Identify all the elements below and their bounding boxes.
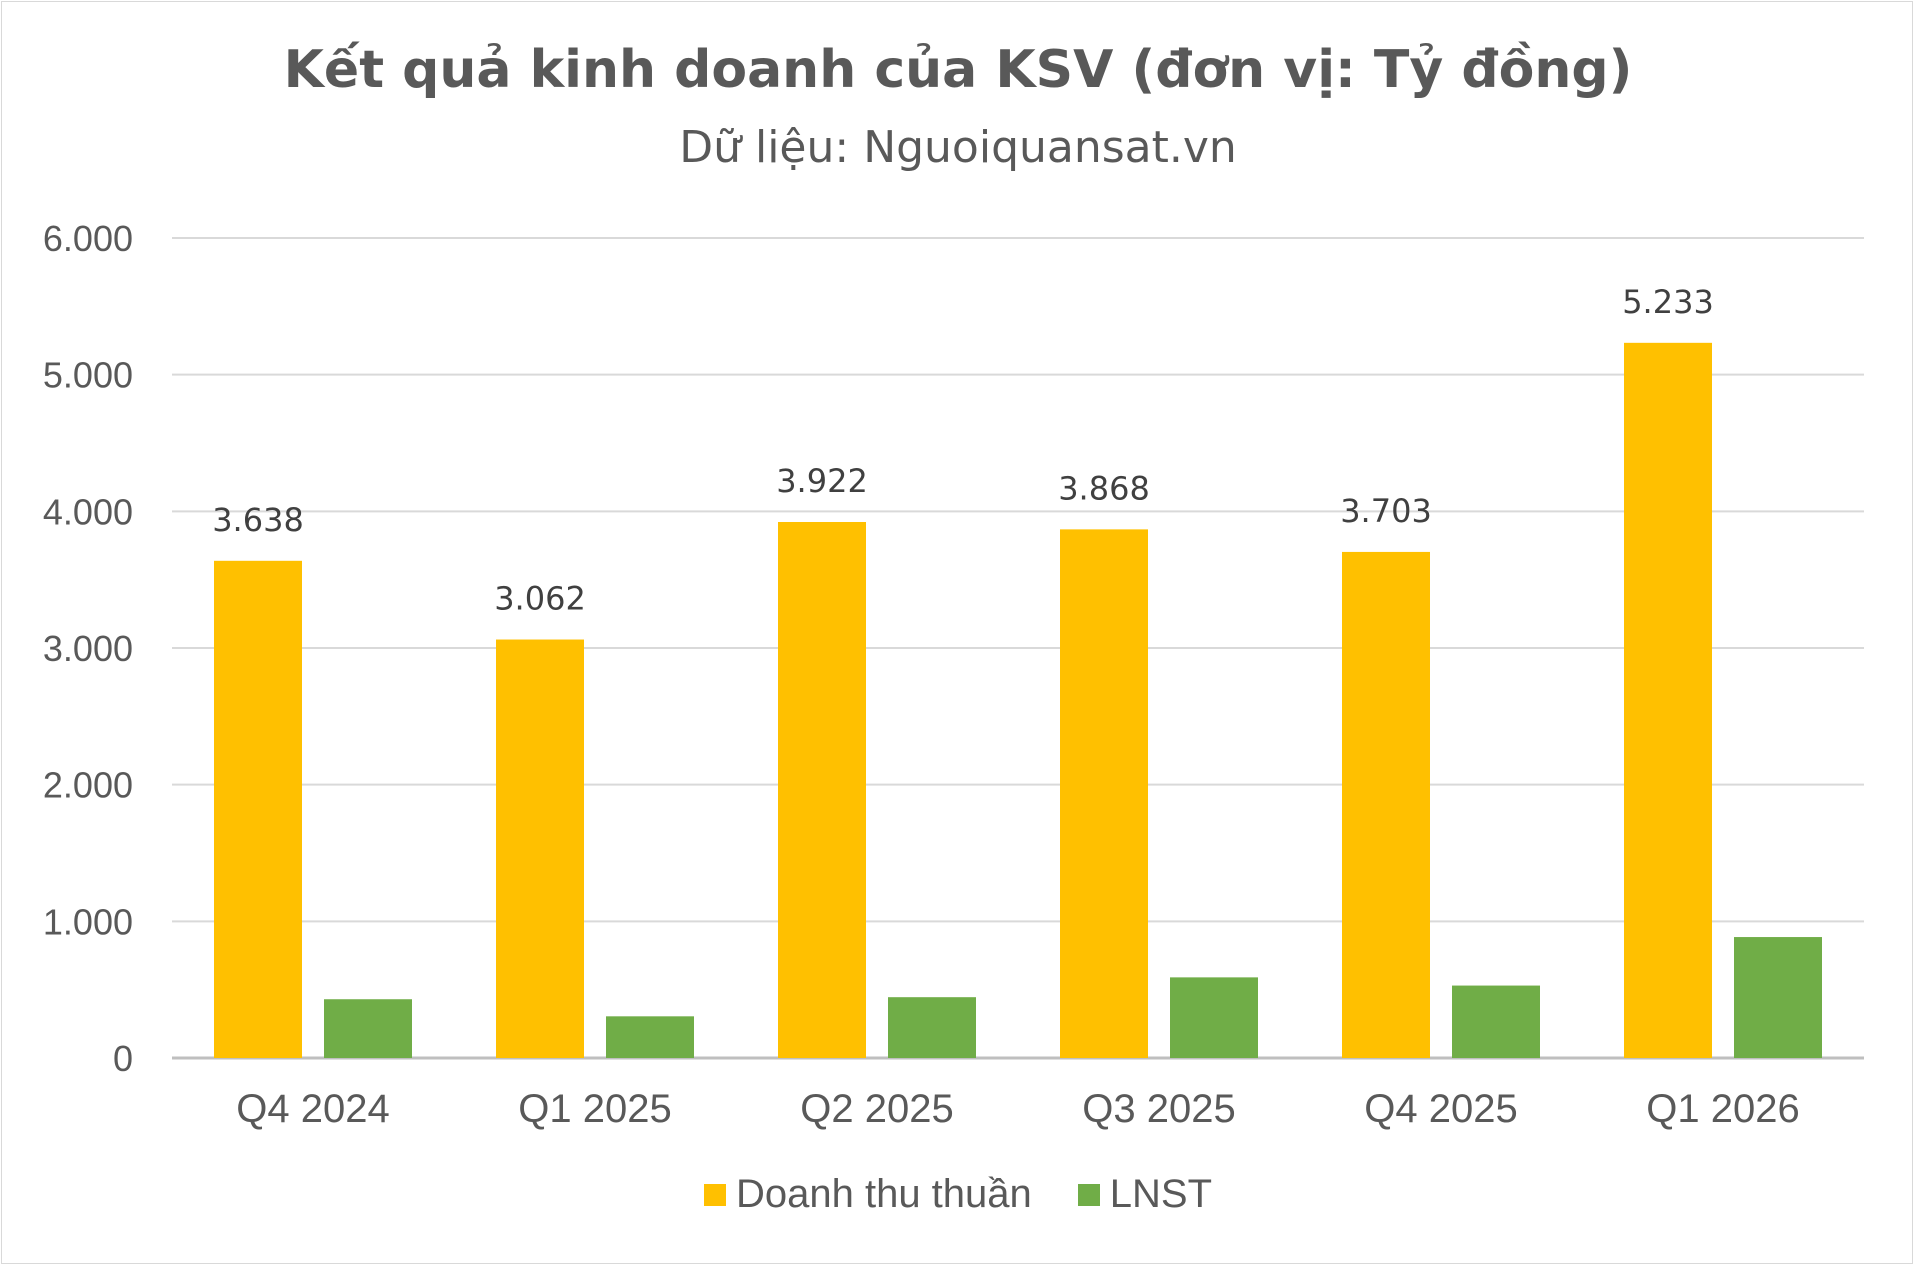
x-tick-label: Q3 2025 (1082, 1087, 1235, 1131)
bar-revenue (214, 560, 302, 1058)
bar-profit (1734, 937, 1822, 1058)
x-tick-label: Q2 2025 (800, 1087, 953, 1131)
y-tick-label: 6.000 (43, 218, 133, 259)
y-tick-label: 4.000 (43, 491, 133, 532)
bar-profit (888, 997, 976, 1058)
data-label: 3.703 (1340, 492, 1432, 530)
data-labels: 3.638 3.062 3.922 3.868 3.703 5.233 (212, 283, 1714, 618)
bar-profit (606, 1016, 694, 1058)
gridlines (172, 237, 1864, 1060)
bar-revenue (1342, 551, 1430, 1058)
data-label: 5.233 (1622, 283, 1714, 321)
x-tick-label: Q4 2024 (236, 1087, 389, 1131)
bar-profit (324, 999, 412, 1058)
legend-label-revenue: Doanh thu thuần (735, 1172, 1032, 1216)
bar-revenue (1060, 529, 1148, 1058)
data-label: 3.638 (212, 501, 304, 539)
bar-revenue (778, 521, 866, 1058)
bar-revenue (1624, 342, 1712, 1058)
y-tick-label: 5.000 (43, 355, 133, 396)
legend-swatch-profit (1077, 1183, 1100, 1206)
y-axis-ticks: 0 1.000 2.000 3.000 4.000 5.000 6.000 (43, 218, 133, 1079)
bar-profit (1452, 985, 1540, 1058)
legend-item-revenue: Doanh thu thuần (703, 1172, 1032, 1217)
legend-swatch-revenue (703, 1183, 726, 1206)
legend: Doanh thu thuần LNST (0, 1172, 1916, 1217)
y-tick-label: 3.000 (43, 628, 133, 669)
bar-profit (1170, 977, 1258, 1058)
x-tick-label: Q1 2025 (518, 1087, 671, 1131)
y-tick-label: 2.000 (43, 765, 133, 806)
legend-item-profit: LNST (1077, 1172, 1213, 1217)
x-axis-ticks: Q4 2024 Q1 2025 Q2 2025 Q3 2025 Q4 2025 Q1 20… (236, 1087, 1799, 1131)
bar-revenue (496, 639, 584, 1058)
legend-label-profit: LNST (1109, 1172, 1213, 1216)
chart-subtitle: Dữ liệu: Nguoiquansat.vn (679, 122, 1237, 173)
chart-title: Kết quả kinh doanh của KSV (đơn vị: Tỷ đ… (283, 40, 1633, 100)
y-tick-label: 1.000 (43, 901, 133, 942)
x-tick-label: Q1 2026 (1646, 1087, 1799, 1131)
bars (214, 342, 1822, 1058)
data-label: 3.062 (494, 580, 586, 618)
data-label: 3.922 (776, 462, 868, 500)
x-tick-label: Q4 2025 (1364, 1087, 1517, 1131)
data-label: 3.868 (1058, 469, 1150, 507)
y-tick-label: 0 (113, 1038, 133, 1079)
